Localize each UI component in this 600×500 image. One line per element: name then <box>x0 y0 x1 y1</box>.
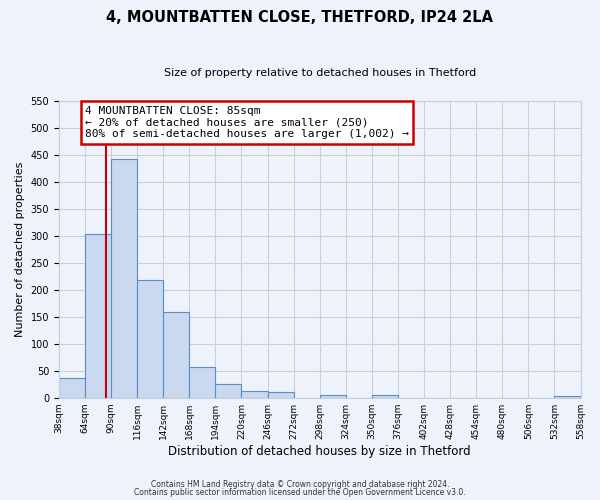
Text: Contains HM Land Registry data © Crown copyright and database right 2024.: Contains HM Land Registry data © Crown c… <box>151 480 449 489</box>
Bar <box>163 312 190 398</box>
Text: 4, MOUNTBATTEN CLOSE, THETFORD, IP24 2LA: 4, MOUNTBATTEN CLOSE, THETFORD, IP24 2LA <box>107 10 493 25</box>
Bar <box>372 395 398 398</box>
Bar <box>215 384 241 398</box>
Text: Contains public sector information licensed under the Open Government Licence v3: Contains public sector information licen… <box>134 488 466 497</box>
Bar <box>320 395 346 398</box>
Bar <box>137 280 163 398</box>
Title: Size of property relative to detached houses in Thetford: Size of property relative to detached ho… <box>164 68 476 78</box>
Text: 4 MOUNTBATTEN CLOSE: 85sqm
← 20% of detached houses are smaller (250)
80% of sem: 4 MOUNTBATTEN CLOSE: 85sqm ← 20% of deta… <box>85 106 409 139</box>
Y-axis label: Number of detached properties: Number of detached properties <box>15 162 25 337</box>
Bar <box>59 378 85 398</box>
Bar <box>190 367 215 398</box>
Bar <box>85 234 111 398</box>
X-axis label: Distribution of detached houses by size in Thetford: Distribution of detached houses by size … <box>169 444 471 458</box>
Bar <box>554 396 581 398</box>
Bar <box>111 160 137 398</box>
Bar <box>268 392 293 398</box>
Bar <box>241 391 268 398</box>
